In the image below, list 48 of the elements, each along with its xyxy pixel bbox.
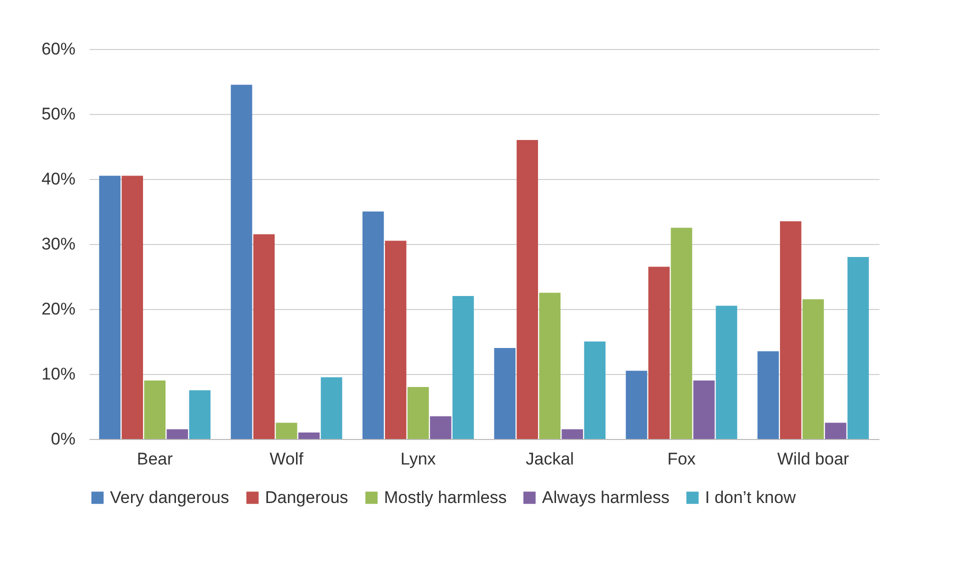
bar xyxy=(99,176,121,439)
bar xyxy=(320,377,342,439)
bar xyxy=(253,234,275,439)
bar xyxy=(230,84,252,439)
bar xyxy=(847,257,869,439)
bar xyxy=(716,306,738,439)
bar xyxy=(384,240,406,439)
y-tick-label: 40% xyxy=(41,170,76,188)
bar xyxy=(452,296,474,439)
x-tick-label: Fox xyxy=(667,450,696,468)
bar xyxy=(362,212,384,439)
bar xyxy=(626,370,648,439)
y-tick-label: 20% xyxy=(41,300,76,318)
legend-label: Always harmless xyxy=(542,488,670,507)
y-tick-label: 60% xyxy=(41,40,76,58)
bar xyxy=(494,348,516,439)
bar xyxy=(166,429,188,439)
bar xyxy=(757,351,779,439)
legend-label: I don’t know xyxy=(705,488,796,507)
x-tick-label: Jackal xyxy=(526,450,574,468)
y-tick-label: 50% xyxy=(41,104,76,124)
bar xyxy=(407,387,429,439)
bar xyxy=(780,221,802,439)
legend-label: Mostly harmless xyxy=(384,488,507,507)
bar xyxy=(824,422,846,439)
x-tick-label: Wolf xyxy=(270,450,304,468)
y-tick-label: 10% xyxy=(41,364,76,384)
bar xyxy=(144,380,166,439)
bar xyxy=(802,299,824,439)
y-tick-label: 30% xyxy=(41,234,76,254)
bar xyxy=(539,292,561,439)
bar xyxy=(276,422,298,439)
bar xyxy=(430,416,452,439)
bar xyxy=(693,380,715,439)
bar xyxy=(122,176,144,439)
x-tick-label: Wild boar xyxy=(777,450,850,468)
bar xyxy=(516,140,538,439)
bar xyxy=(584,342,606,439)
bar xyxy=(562,429,584,439)
bar xyxy=(648,266,670,439)
legend-label: Very dangerous xyxy=(110,488,230,507)
x-tick-label: Lynx xyxy=(400,450,436,468)
bar xyxy=(298,432,320,439)
bar xyxy=(189,390,211,439)
y-tick-label: 0% xyxy=(50,430,76,448)
bar xyxy=(670,228,692,439)
x-tick-label: Bear xyxy=(136,450,174,468)
legend-label: Dangerous xyxy=(265,488,348,507)
